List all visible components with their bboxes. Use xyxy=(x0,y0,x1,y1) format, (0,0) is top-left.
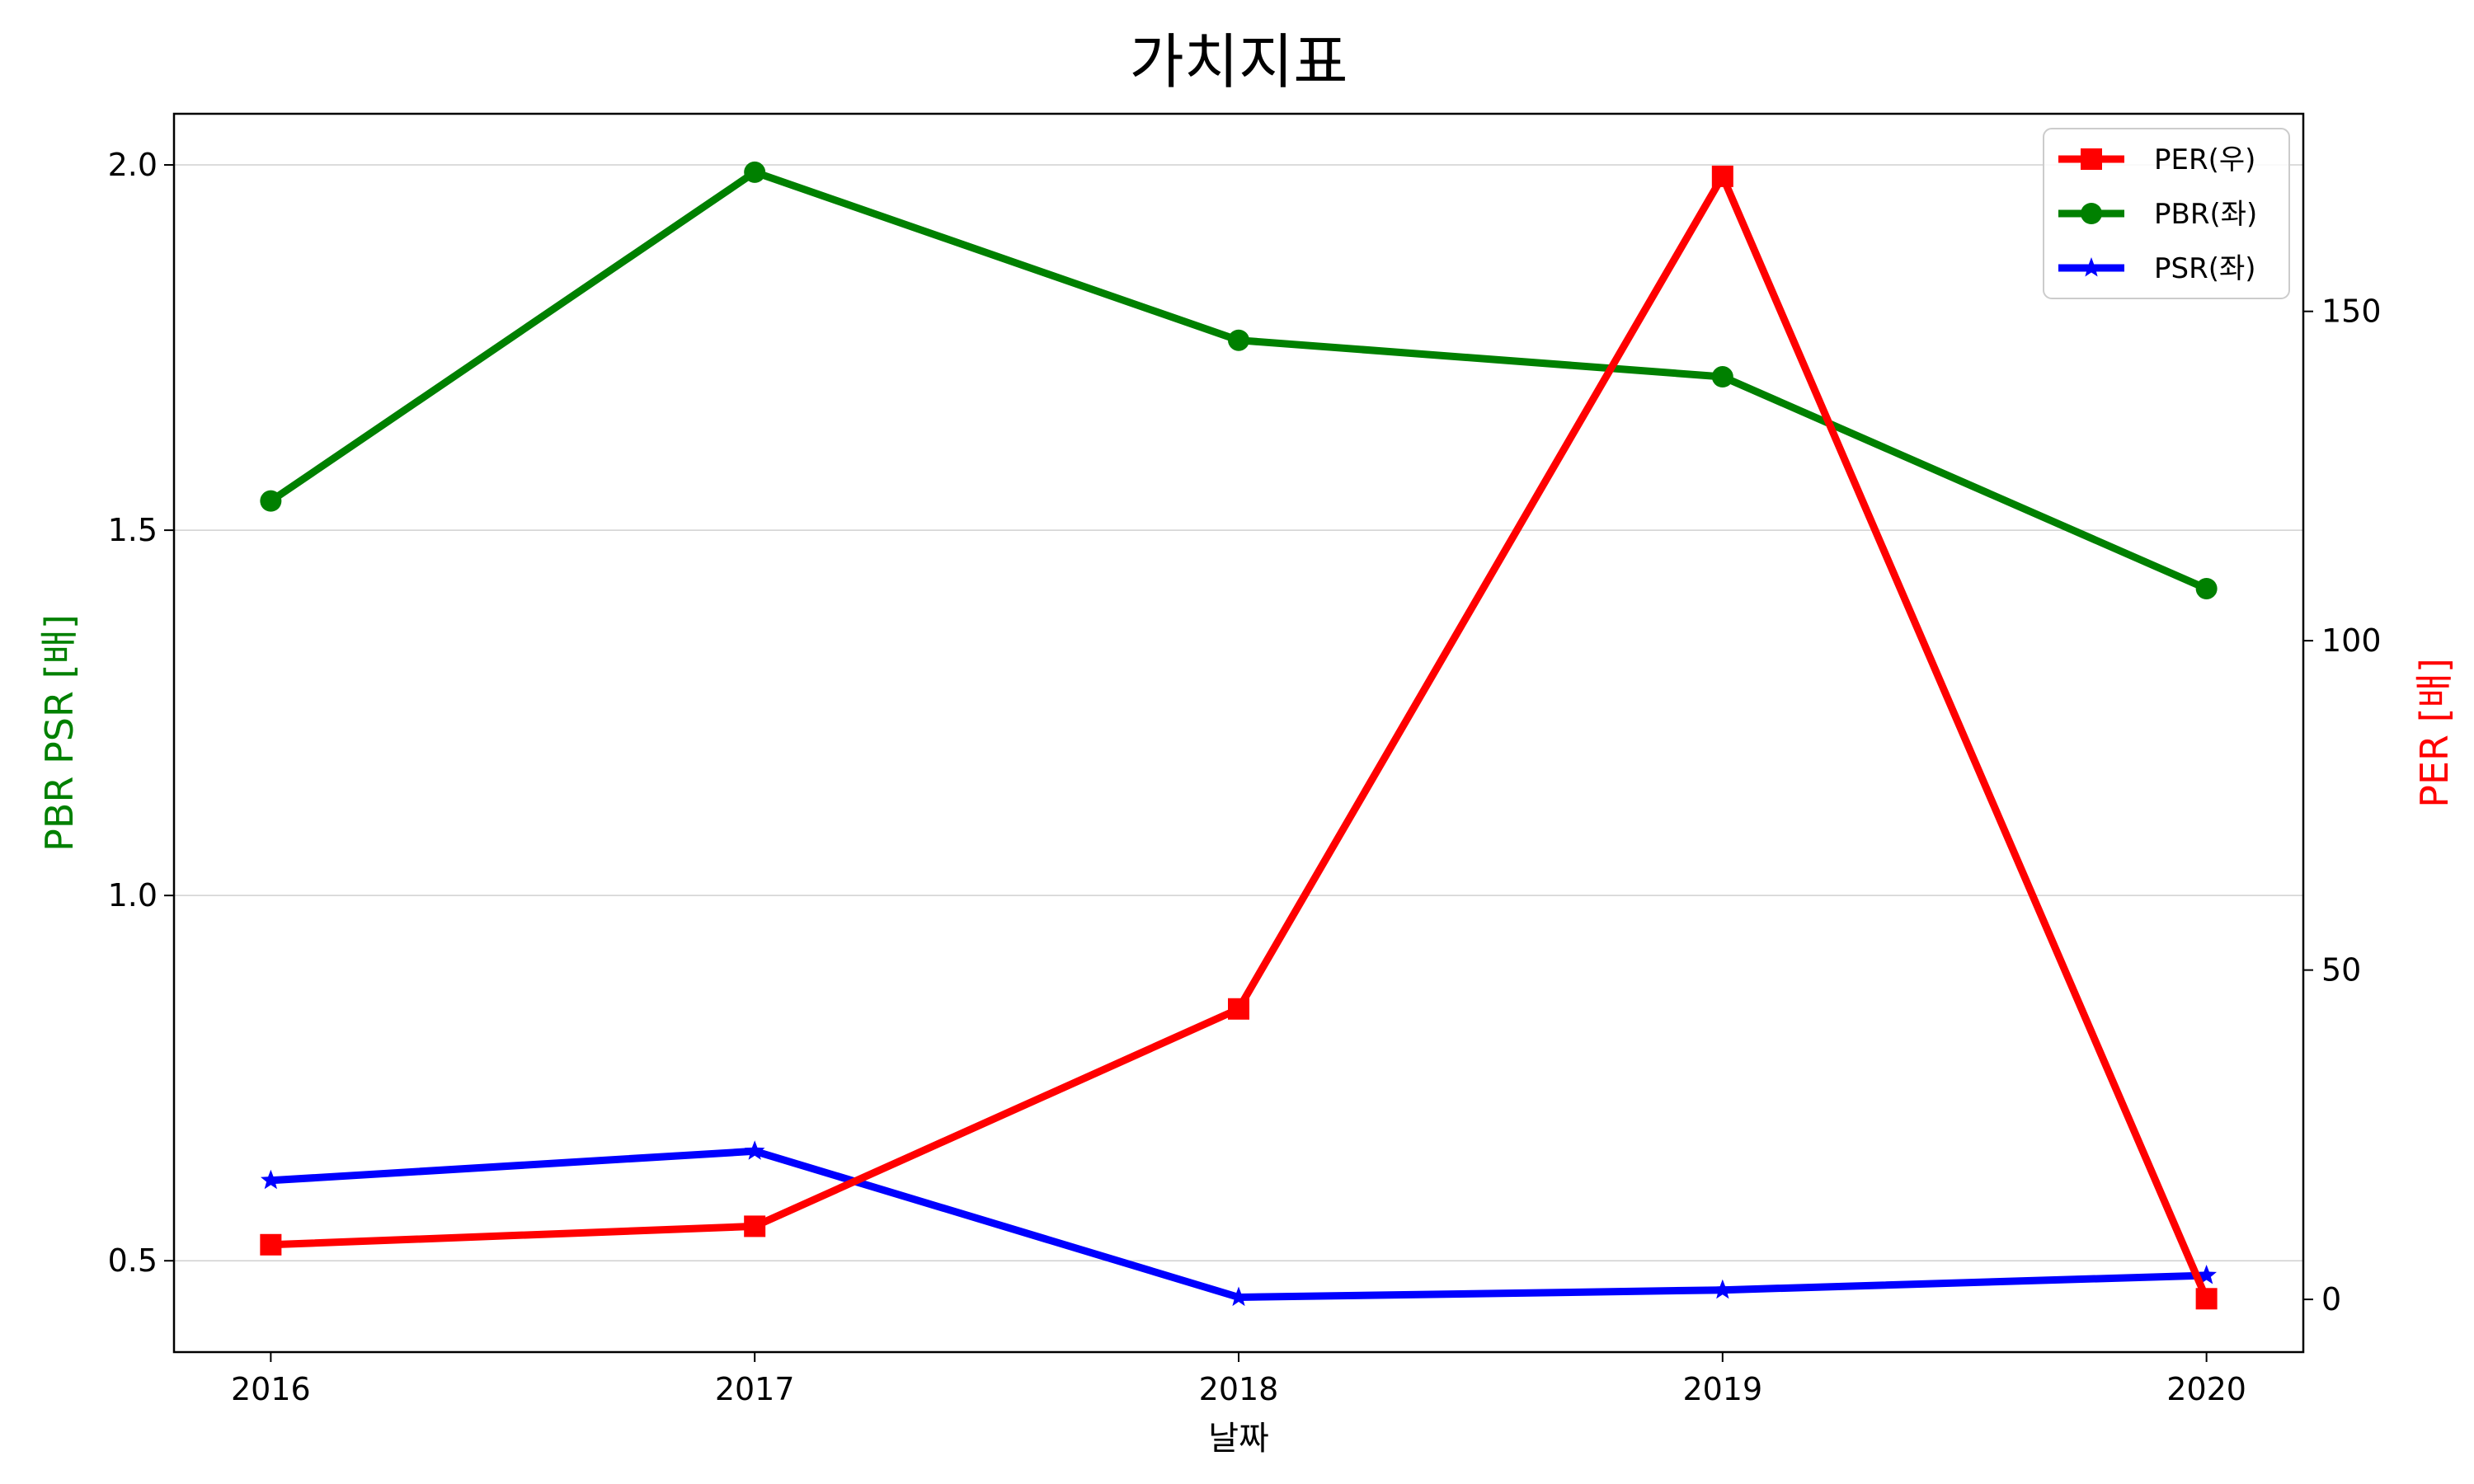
psr-data-point xyxy=(2196,1265,2217,1284)
legend: PER(우) PBR(좌) PSR(좌) xyxy=(2043,128,2290,299)
left-y-tick-label: 1.5 xyxy=(108,512,158,548)
psr-data-point xyxy=(1228,1286,1249,1307)
right-y-axis-label: PER [배] xyxy=(2412,658,2457,808)
right-y-tick-label: 100 xyxy=(2321,622,2382,659)
x-axis-label: 날짜 xyxy=(1208,1420,1269,1458)
legend-marker-psr xyxy=(2081,257,2102,277)
legend-marker-pbr xyxy=(2081,203,2102,224)
legend-label-psr: PSR(좌) xyxy=(2154,252,2256,285)
per-data-point xyxy=(1228,998,1249,1020)
pbr-data-point xyxy=(260,490,282,512)
right-y-tick-label: 50 xyxy=(2321,952,2361,989)
legend-label-per: PER(우) xyxy=(2154,143,2255,176)
legend-marker-per xyxy=(2081,148,2102,170)
pbr-data-point xyxy=(1711,366,1733,388)
left-y-axis-label: PBR PSR [배] xyxy=(37,614,82,852)
per-data-point xyxy=(1711,165,1733,187)
x-tick-label: 2020 xyxy=(2166,1371,2246,1407)
left-y-tick-label: 1.0 xyxy=(108,877,158,913)
per-data-point xyxy=(744,1215,766,1237)
pbr-data-point xyxy=(2195,577,2218,599)
grid-lines xyxy=(174,164,2303,1261)
psr-data-point xyxy=(1712,1279,1733,1299)
psr-data-point xyxy=(744,1140,765,1160)
x-tick-label: 2017 xyxy=(715,1371,795,1407)
pbr-data-point xyxy=(744,161,766,183)
pbr-data-point xyxy=(1228,329,1249,351)
right-y-tick-label: 150 xyxy=(2321,294,2382,330)
left-y-tick-label: 2.0 xyxy=(108,147,158,183)
series-layer xyxy=(260,161,2218,1310)
chart-title: 가치지표 xyxy=(1130,27,1348,96)
x-tick-label: 2019 xyxy=(1682,1371,1762,1407)
left-y-tick-label: 0.5 xyxy=(108,1242,158,1279)
legend-box xyxy=(2043,128,2290,299)
x-tick-label: 2016 xyxy=(231,1371,311,1407)
psr-data-point xyxy=(261,1169,281,1190)
legend-label-pbr: PBR(좌) xyxy=(2154,198,2257,231)
right-y-tick-label: 0 xyxy=(2321,1281,2341,1317)
x-tick-label: 2018 xyxy=(1199,1371,1279,1407)
per-data-point xyxy=(260,1233,282,1256)
axes: 0.5 1.0 1.5 2.0 0 50 100 150 2016 2017 2018 2019 202… xyxy=(108,147,2382,1407)
per-data-point xyxy=(2195,1288,2218,1310)
